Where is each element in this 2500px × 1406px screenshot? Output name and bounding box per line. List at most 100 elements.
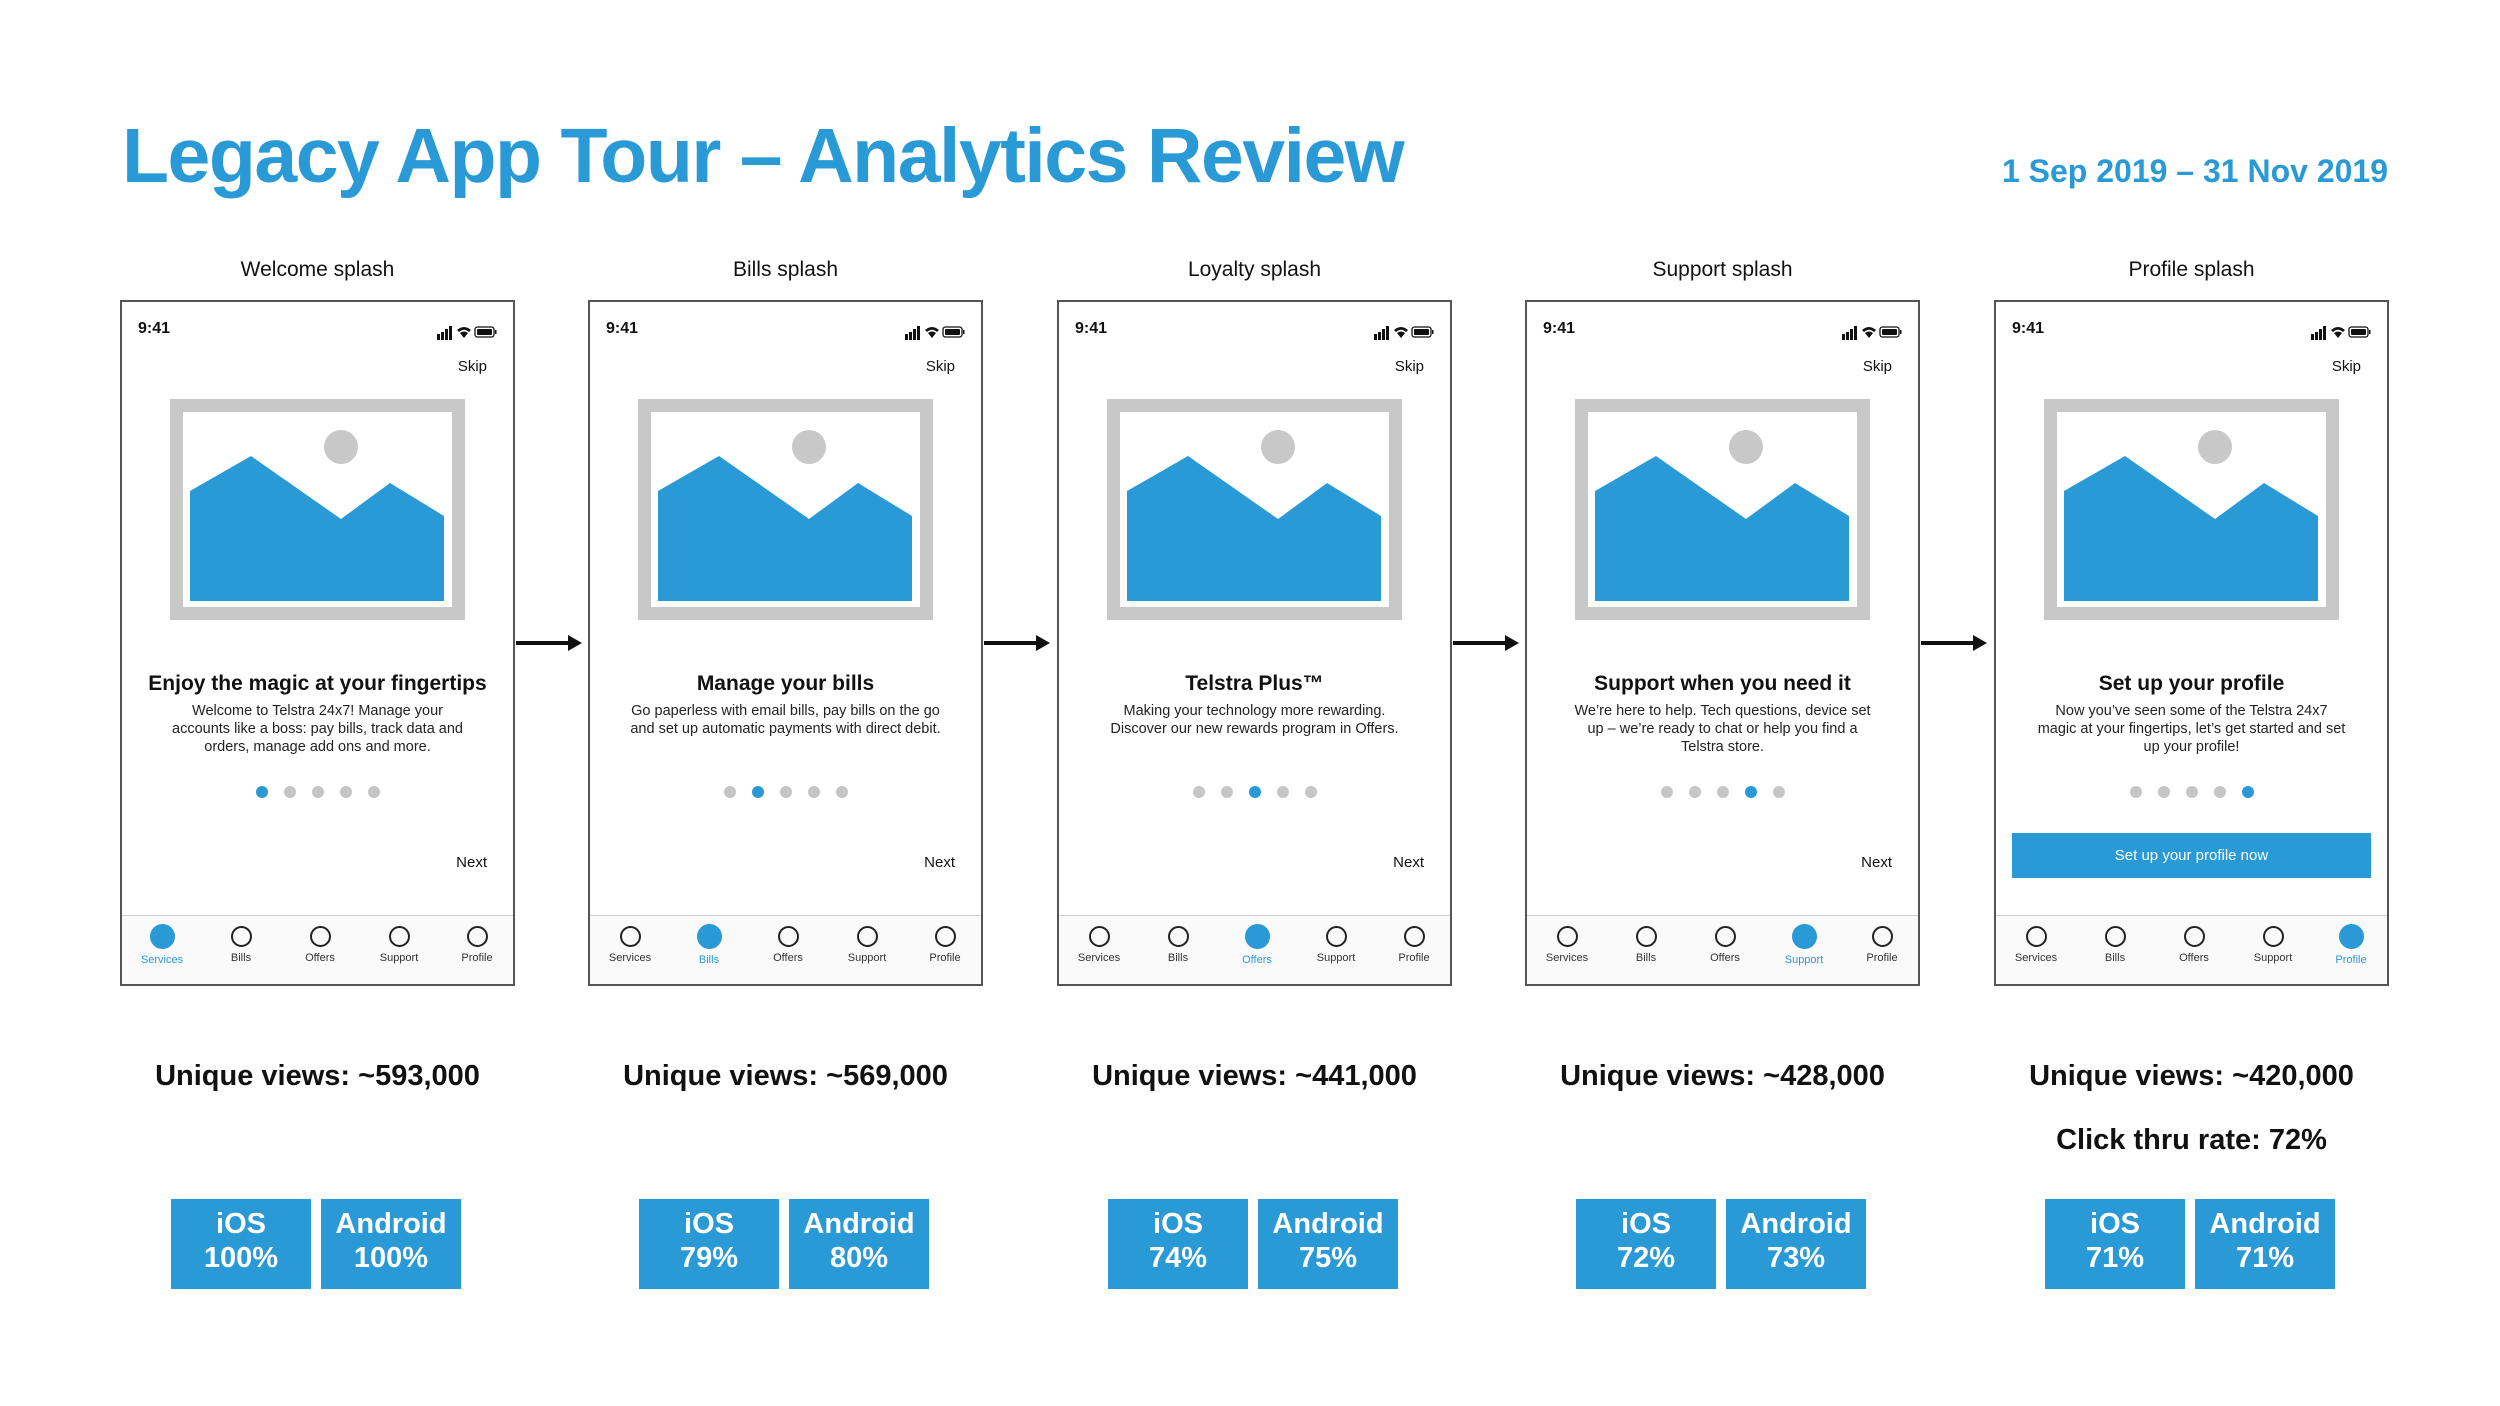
tab-profile[interactable]: Profile bbox=[447, 926, 507, 964]
status-time: 9:41 bbox=[2012, 320, 2045, 337]
page-dot-active[interactable] bbox=[1248, 786, 1261, 798]
page-dot[interactable] bbox=[1772, 786, 1785, 798]
tab-bills[interactable]: Bills bbox=[679, 924, 739, 966]
tab-label: Profile bbox=[1866, 952, 1898, 964]
tab-profile[interactable]: Profile bbox=[1384, 926, 1444, 964]
tab-services[interactable]: Services bbox=[132, 924, 192, 966]
status-bar: 9:41 bbox=[606, 320, 965, 344]
status-bar: 9:41 bbox=[1075, 320, 1434, 344]
tab-bills[interactable]: Bills bbox=[1616, 926, 1676, 964]
tab-label: Offers bbox=[1242, 954, 1272, 966]
skip-button[interactable]: Skip bbox=[925, 358, 955, 375]
tab-services[interactable]: Services bbox=[600, 926, 660, 964]
next-button[interactable]: Next bbox=[1861, 854, 1892, 871]
circle-icon bbox=[1088, 926, 1110, 947]
page-dot-active[interactable] bbox=[255, 786, 268, 798]
arrow-right-icon bbox=[1921, 633, 1987, 653]
page-dot[interactable] bbox=[1192, 786, 1205, 798]
ios-percentage: 72% bbox=[1616, 1242, 1676, 1274]
skip-button[interactable]: Skip bbox=[457, 358, 487, 375]
tab-support[interactable]: Support bbox=[369, 926, 429, 964]
phone-mockup: 9:41 Skip Set up your profile Now you’ve se… bbox=[1994, 300, 2389, 986]
tab-profile[interactable]: Profile bbox=[915, 926, 975, 964]
ios-stat-box: iOS 100% bbox=[171, 1199, 311, 1289]
page-dot[interactable] bbox=[2157, 786, 2170, 798]
tab-services[interactable]: Services bbox=[1069, 926, 1129, 964]
page-dot[interactable] bbox=[779, 786, 792, 798]
tab-services[interactable]: Services bbox=[2006, 926, 2066, 964]
ios-label: iOS bbox=[216, 1208, 266, 1240]
next-button[interactable]: Next bbox=[1393, 854, 1424, 871]
wifi-icon bbox=[1394, 327, 1408, 338]
page-dot[interactable] bbox=[1220, 786, 1233, 798]
tab-profile[interactable]: Profile bbox=[1852, 926, 1912, 964]
next-button[interactable]: Next bbox=[456, 854, 487, 871]
skip-button[interactable]: Skip bbox=[2331, 358, 2361, 375]
circle-icon bbox=[1871, 926, 1893, 947]
page-dot[interactable] bbox=[311, 786, 324, 798]
tab-bills[interactable]: Bills bbox=[1148, 926, 1208, 964]
page-dot[interactable] bbox=[835, 786, 848, 798]
page-dot[interactable] bbox=[1716, 786, 1729, 798]
phone-mockup: 9:41 Skip Support when you need it We’re he… bbox=[1525, 300, 1920, 986]
page-dot[interactable] bbox=[339, 786, 352, 798]
screen-headline: Set up your profile bbox=[2098, 672, 2285, 695]
status-icons bbox=[1822, 324, 1902, 340]
tab-bar: Services Bills Offers Support Profile bbox=[1059, 915, 1450, 984]
tab-bills[interactable]: Bills bbox=[2085, 926, 2145, 964]
setup-profile-button[interactable]: Set up your profile now bbox=[2012, 833, 2371, 878]
tab-support[interactable]: Support bbox=[1774, 924, 1834, 966]
screen-headline: Enjoy the magic at your fingertips bbox=[148, 672, 487, 695]
circle-icon bbox=[696, 924, 722, 949]
page-dot[interactable] bbox=[723, 786, 736, 798]
page-dot-active[interactable] bbox=[1744, 786, 1757, 798]
page-dot[interactable] bbox=[283, 786, 296, 798]
page-dot-active[interactable] bbox=[2241, 786, 2254, 798]
tab-offers[interactable]: Offers bbox=[758, 926, 818, 964]
tab-offers[interactable]: Offers bbox=[1695, 926, 1755, 964]
page-dot[interactable] bbox=[2129, 786, 2142, 798]
ios-label: iOS bbox=[684, 1208, 734, 1240]
skip-button[interactable]: Skip bbox=[1862, 358, 1892, 375]
tab-bills[interactable]: Bills bbox=[211, 926, 271, 964]
android-label: Android bbox=[1740, 1208, 1852, 1240]
status-time: 9:41 bbox=[1075, 320, 1108, 337]
circle-icon bbox=[1325, 926, 1347, 947]
tab-support[interactable]: Support bbox=[2243, 926, 2303, 964]
tab-label: Services bbox=[140, 954, 184, 966]
page-dot[interactable] bbox=[807, 786, 820, 798]
tab-label: Offers bbox=[1710, 952, 1740, 964]
tab-profile[interactable]: Profile bbox=[2321, 924, 2381, 966]
page-dot[interactable] bbox=[1276, 786, 1289, 798]
page-dot[interactable] bbox=[2213, 786, 2226, 798]
page-dot[interactable] bbox=[2185, 786, 2198, 798]
arrow-right-icon bbox=[516, 633, 582, 653]
tab-offers[interactable]: Offers bbox=[2164, 926, 2224, 964]
battery-icon bbox=[474, 326, 497, 338]
tab-label: Offers bbox=[2179, 952, 2209, 964]
tab-services[interactable]: Services bbox=[1537, 926, 1597, 964]
tab-bar: Services Bills Offers Support Profile bbox=[122, 915, 513, 984]
circle-icon bbox=[1714, 926, 1736, 947]
tab-bar: Services Bills Offers Support Profile bbox=[590, 915, 981, 984]
page-dot[interactable] bbox=[1688, 786, 1701, 798]
next-button[interactable]: Next bbox=[924, 854, 955, 871]
android-percentage: 75% bbox=[1298, 1242, 1358, 1274]
circle-icon bbox=[2025, 926, 2047, 947]
skip-button[interactable]: Skip bbox=[1394, 358, 1424, 375]
circle-icon bbox=[1244, 924, 1270, 949]
page-dot[interactable] bbox=[367, 786, 380, 798]
tab-support[interactable]: Support bbox=[1306, 926, 1366, 964]
screen-headline: Manage your bills bbox=[696, 672, 875, 695]
tab-support[interactable]: Support bbox=[837, 926, 897, 964]
circle-icon bbox=[230, 926, 252, 947]
tab-offers[interactable]: Offers bbox=[1227, 924, 1287, 966]
ios-percentage: 79% bbox=[679, 1242, 739, 1274]
page-dot[interactable] bbox=[1660, 786, 1673, 798]
android-label: Android bbox=[1272, 1208, 1384, 1240]
page-dot-active[interactable] bbox=[751, 786, 764, 798]
page-dot[interactable] bbox=[1304, 786, 1317, 798]
phone-mockup: 9:41 Skip Telstra Plus™ Making your technol… bbox=[1057, 300, 1452, 986]
tab-offers[interactable]: Offers bbox=[290, 926, 350, 964]
tab-label: Support bbox=[847, 952, 887, 964]
